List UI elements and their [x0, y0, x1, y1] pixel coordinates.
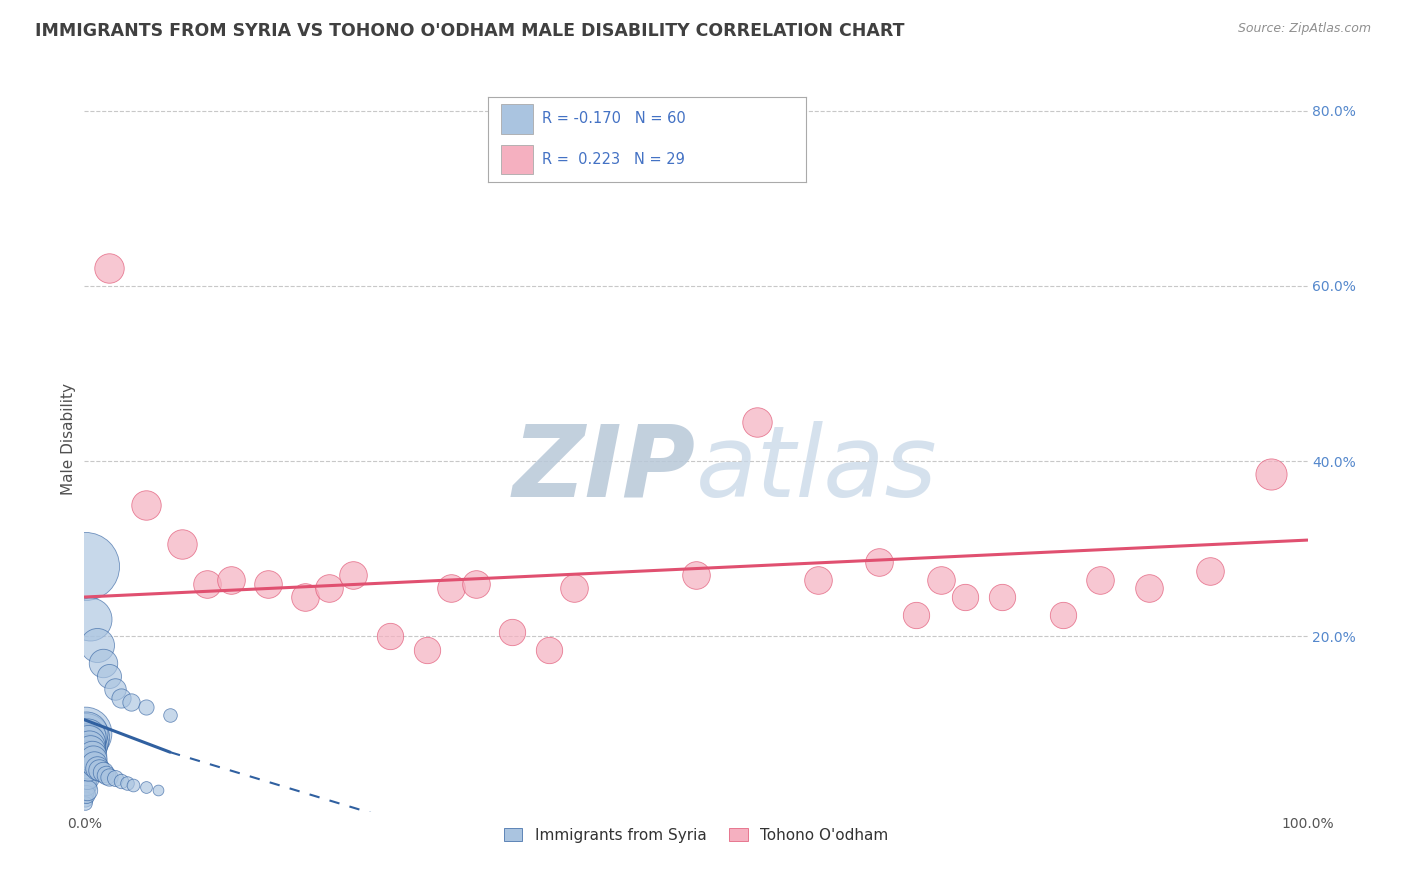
Point: [929, 573, 952, 587]
Point: [1260, 467, 1282, 482]
Point: [195, 577, 218, 591]
Point: [120, 695, 142, 709]
Point: [86, 761, 108, 775]
Point: [80, 747, 103, 762]
Point: [73, 559, 96, 574]
Point: [1198, 564, 1220, 578]
Point: [75, 743, 97, 757]
Y-axis label: Male Disability: Male Disability: [60, 384, 76, 495]
Point: [73, 782, 96, 797]
Text: atlas: atlas: [696, 421, 938, 517]
Point: [77, 734, 100, 748]
Text: ZIP: ZIP: [513, 421, 696, 517]
Point: [294, 590, 316, 604]
Point: [77, 752, 100, 766]
Text: Source: ZipAtlas.com: Source: ZipAtlas.com: [1237, 22, 1371, 36]
Point: [75, 779, 97, 793]
Point: [146, 782, 169, 797]
Point: [905, 607, 928, 622]
Point: [115, 776, 138, 790]
Point: [104, 681, 127, 696]
Point: [97, 770, 120, 784]
Point: [73, 743, 96, 757]
Point: [685, 568, 707, 582]
Point: [73, 747, 96, 762]
Point: [1052, 607, 1074, 622]
Point: [502, 625, 524, 640]
Point: [75, 752, 97, 766]
Point: [318, 582, 340, 596]
Point: [79, 612, 101, 626]
Point: [380, 630, 402, 644]
Point: [91, 656, 114, 670]
Point: [73, 774, 96, 789]
Point: [91, 765, 114, 780]
Point: [75, 770, 97, 784]
Point: [1137, 582, 1160, 596]
Point: [342, 568, 364, 582]
Point: [83, 756, 105, 771]
Point: [122, 779, 145, 793]
Point: [75, 761, 97, 775]
Point: [991, 590, 1014, 604]
Point: [172, 537, 194, 551]
Point: [73, 752, 96, 766]
Point: [73, 761, 96, 775]
Point: [747, 415, 769, 429]
Point: [869, 555, 891, 569]
Point: [87, 763, 110, 777]
Point: [97, 261, 120, 276]
Point: [219, 573, 242, 587]
Point: [79, 743, 101, 757]
Point: [97, 669, 120, 683]
Point: [73, 765, 96, 780]
Point: [562, 582, 585, 596]
Point: [75, 726, 97, 740]
Point: [110, 774, 132, 789]
Point: [1088, 573, 1111, 587]
Point: [73, 779, 96, 793]
Point: [73, 770, 96, 784]
Point: [75, 734, 97, 748]
Point: [110, 690, 132, 705]
Point: [76, 756, 98, 771]
Point: [135, 780, 157, 794]
Point: [257, 577, 280, 591]
Point: [73, 756, 96, 771]
Point: [135, 699, 157, 714]
Point: [96, 768, 118, 782]
Point: [73, 734, 96, 748]
Point: [73, 739, 96, 753]
Point: [77, 747, 100, 762]
Point: [86, 638, 108, 652]
Point: [73, 787, 96, 801]
Point: [76, 782, 98, 797]
Point: [440, 582, 463, 596]
Point: [77, 739, 100, 753]
Point: [82, 752, 104, 766]
Point: [416, 642, 439, 657]
Point: [75, 787, 97, 801]
Point: [104, 772, 127, 786]
Point: [953, 590, 976, 604]
Point: [538, 642, 561, 657]
Point: [73, 726, 96, 740]
Point: [464, 577, 486, 591]
Point: [135, 498, 157, 512]
Legend: Immigrants from Syria, Tohono O'odham: Immigrants from Syria, Tohono O'odham: [498, 822, 894, 849]
Point: [73, 796, 96, 810]
Point: [159, 708, 181, 723]
Text: IMMIGRANTS FROM SYRIA VS TOHONO O'ODHAM MALE DISABILITY CORRELATION CHART: IMMIGRANTS FROM SYRIA VS TOHONO O'ODHAM …: [35, 22, 904, 40]
Point: [77, 761, 100, 775]
Point: [76, 730, 98, 744]
Point: [73, 791, 96, 805]
Point: [73, 730, 96, 744]
Point: [807, 573, 830, 587]
Point: [76, 743, 98, 757]
Point: [76, 770, 98, 784]
